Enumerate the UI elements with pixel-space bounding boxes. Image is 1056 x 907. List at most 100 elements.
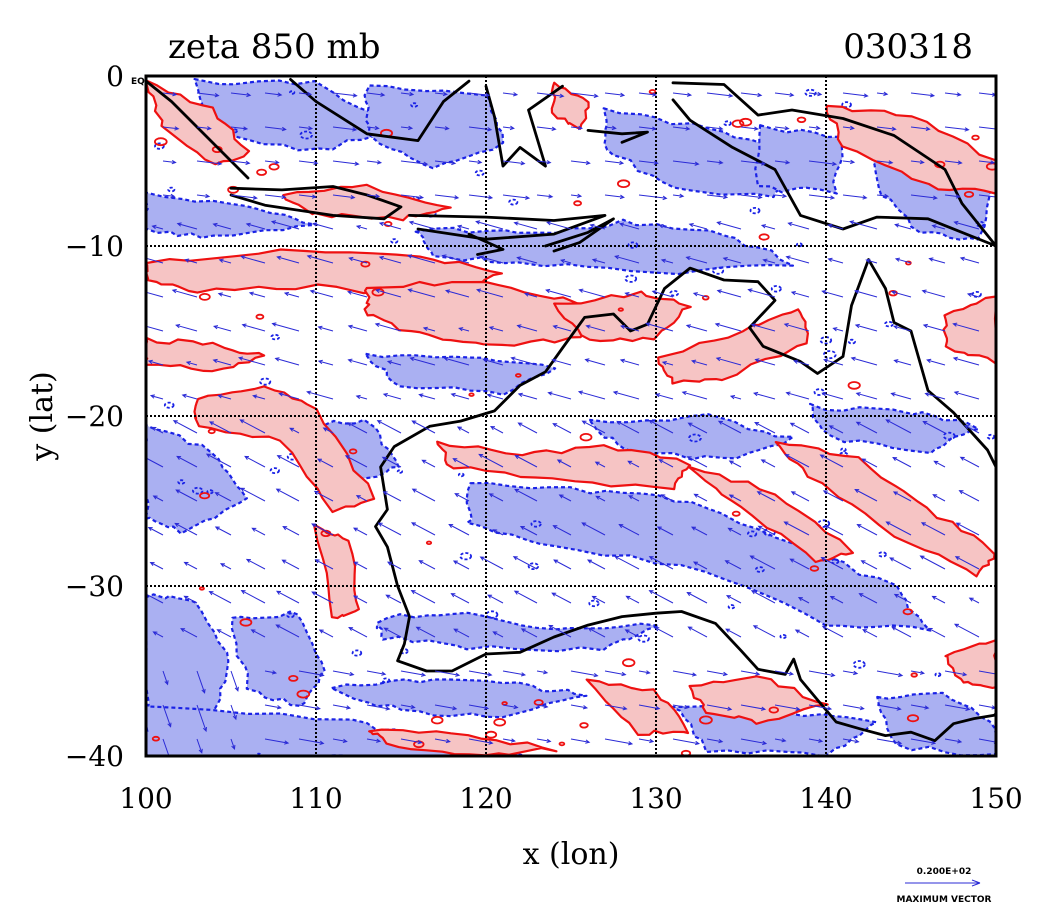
wind-vector — [850, 356, 878, 366]
wind-vector — [638, 670, 651, 675]
wind-vector — [513, 221, 538, 230]
wind-vector — [468, 194, 494, 200]
wind-vector — [752, 625, 776, 638]
wind-vector — [885, 419, 912, 434]
x-tick-label: 120 — [459, 782, 512, 815]
wind-vector — [953, 623, 980, 638]
equator-label: EQ — [131, 77, 145, 87]
wind-vector — [479, 556, 504, 570]
wind-vector — [656, 526, 674, 536]
wind-vector — [581, 522, 606, 536]
wind-vector — [251, 527, 266, 536]
wind-vector — [660, 494, 674, 502]
wind-vector — [823, 358, 844, 366]
wind-vector — [252, 394, 266, 400]
wind-vector — [366, 160, 383, 165]
wind-vector — [856, 524, 878, 536]
wind-vector — [955, 522, 980, 536]
negative-vorticity-blob — [299, 130, 313, 140]
plot-area — [146, 76, 996, 756]
wind-vector — [660, 258, 674, 264]
wind-vector — [516, 256, 538, 264]
wind-vector — [146, 291, 164, 298]
wind-vector — [658, 224, 674, 230]
negative-vorticity-blob — [627, 241, 639, 249]
wind-vector — [625, 595, 640, 604]
wind-vector — [348, 256, 368, 264]
wind-vector — [212, 358, 232, 366]
negative-vorticity-region — [146, 424, 248, 535]
wind-vector — [889, 557, 912, 570]
wind-vector — [523, 292, 538, 298]
wind-vector — [862, 629, 878, 638]
wind-vector — [162, 91, 178, 97]
wind-vector — [819, 454, 844, 468]
wind-vector — [978, 194, 996, 198]
negative-vorticity-blob — [712, 266, 725, 275]
wind-vector — [570, 92, 599, 98]
wind-vector — [400, 160, 429, 166]
positive-vorticity-blob — [579, 433, 593, 442]
wind-vector — [332, 92, 358, 98]
wind-vector — [282, 526, 300, 536]
wind-vector — [581, 420, 606, 434]
wind-vector — [264, 194, 287, 200]
wind-vector — [519, 525, 538, 536]
wind-vector — [378, 221, 402, 230]
wind-vector — [661, 361, 674, 366]
wind-vector — [793, 359, 810, 366]
wind-vector — [536, 126, 557, 131]
wind-vector — [298, 738, 325, 745]
wind-vector — [821, 392, 844, 400]
wind-vector — [628, 495, 640, 502]
coastline — [586, 129, 649, 144]
wind-vector — [176, 455, 198, 468]
y-tick-label: −30 — [65, 570, 124, 603]
wind-vector — [152, 631, 164, 638]
wind-vector — [264, 704, 282, 710]
wind-vector — [407, 288, 436, 298]
wind-vector — [794, 629, 810, 638]
wind-vector — [740, 194, 763, 200]
negative-vorticity-region — [876, 691, 996, 756]
wind-vector — [415, 626, 436, 638]
positive-vorticity-region — [657, 308, 809, 385]
plot-date: 030318 — [843, 27, 973, 67]
wind-vector — [382, 491, 402, 502]
negative-vorticity-blob — [779, 634, 787, 640]
positive-vorticity-blob — [971, 134, 980, 141]
wind-vector — [183, 595, 198, 604]
wind-vector — [570, 704, 589, 710]
wind-vector — [514, 454, 538, 468]
wind-vector — [264, 92, 283, 97]
positive-vorticity-blob — [768, 706, 780, 714]
wind-vector — [964, 425, 980, 434]
wind-vector — [587, 627, 606, 638]
wind-vector — [411, 420, 436, 434]
wind-vector — [570, 193, 583, 198]
wind-vector — [411, 488, 436, 502]
wind-vector — [502, 670, 527, 677]
wind-vector — [922, 323, 946, 332]
wind-vector — [502, 194, 531, 200]
wind-vector — [366, 704, 391, 711]
wind-vector — [355, 495, 368, 502]
wind-vector — [842, 159, 856, 165]
wind-vector — [756, 491, 776, 502]
wind-vector — [645, 322, 674, 332]
wind-vector — [450, 392, 470, 400]
wind-vector — [312, 222, 334, 230]
wind-vector — [162, 670, 169, 686]
wind-vector — [619, 222, 640, 230]
negative-vorticity-blob — [457, 472, 465, 478]
negative-vorticity-blob — [474, 169, 485, 177]
negative-vorticity-region — [754, 124, 847, 195]
wind-vector — [172, 420, 198, 434]
wind-vector — [808, 160, 838, 166]
wind-vector — [376, 420, 402, 434]
max-vector-value: 0.200E+02 — [917, 867, 972, 877]
wind-vector — [316, 458, 334, 468]
negative-vorticity-blob — [852, 660, 866, 669]
wind-vector — [318, 629, 334, 638]
wind-vector — [502, 738, 516, 743]
